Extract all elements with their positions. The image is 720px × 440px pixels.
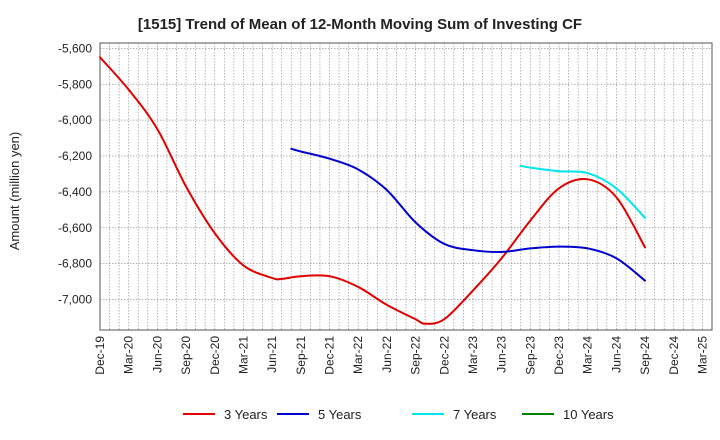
x-tick-label: Dec-20 [208, 336, 222, 375]
y-axis-label: Amount (million yen) [7, 132, 22, 251]
chart-title: [1515] Trend of Mean of 12-Month Moving … [138, 16, 582, 33]
y-tick-label: -6,200 [58, 149, 92, 163]
x-tick-label: Jun-23 [495, 336, 509, 373]
legend-label-1: 3 Years [224, 407, 268, 422]
series-line-3 [519, 164, 647, 219]
x-tick-label: Mar-20 [122, 336, 136, 374]
x-tick-label: Dec-21 [323, 336, 337, 375]
legend: 3 Years 5 Years 7 Years 10 Years [183, 407, 614, 422]
series-line-2 [290, 147, 647, 282]
x-tick-label: Jun-22 [380, 336, 394, 373]
x-tick-label: Sep-22 [409, 336, 423, 375]
x-tick-label: Jun-21 [265, 336, 279, 373]
x-tick-label: Sep-23 [523, 336, 537, 375]
legend-label-4: 10 Years [563, 407, 614, 422]
plot-frame [99, 42, 713, 331]
x-tick-label: Sep-24 [638, 336, 652, 375]
y-tick-label: -6,400 [58, 185, 92, 199]
x-tick-label: Dec-22 [437, 336, 451, 375]
x-tick-label: Jun-24 [609, 336, 623, 373]
x-tick-label: Dec-19 [93, 336, 107, 375]
x-tick-label: Jun-20 [150, 336, 164, 373]
y-tick-label: -5,800 [58, 77, 92, 91]
legend-label-2: 5 Years [318, 407, 362, 422]
y-tick-label: -7,000 [58, 293, 92, 307]
y-tick-label: -6,800 [58, 257, 92, 271]
legend-label-3: 7 Years [453, 407, 497, 422]
x-tick-label: Mar-23 [466, 336, 480, 374]
x-tick-label: Mar-21 [236, 336, 250, 374]
x-tick-label: Mar-22 [351, 336, 365, 374]
series-line-1 [99, 56, 647, 325]
x-tick-label: Mar-25 [695, 336, 709, 374]
y-tick-label: -6,000 [58, 113, 92, 127]
x-tick-label: Dec-23 [552, 336, 566, 375]
x-tick-label: Sep-20 [179, 336, 193, 375]
plot-background [100, 43, 712, 330]
x-tick-label: Sep-21 [294, 336, 308, 375]
x-tick-label: Dec-24 [667, 336, 681, 375]
y-tick-label: -5,600 [58, 41, 92, 55]
x-tick-label: Mar-24 [581, 336, 595, 374]
y-tick-label: -6,600 [58, 221, 92, 235]
plot-area: -5,600 -5,800 -6,000 -6,200 -6,400 -6,600 -6,8… [58, 41, 713, 375]
